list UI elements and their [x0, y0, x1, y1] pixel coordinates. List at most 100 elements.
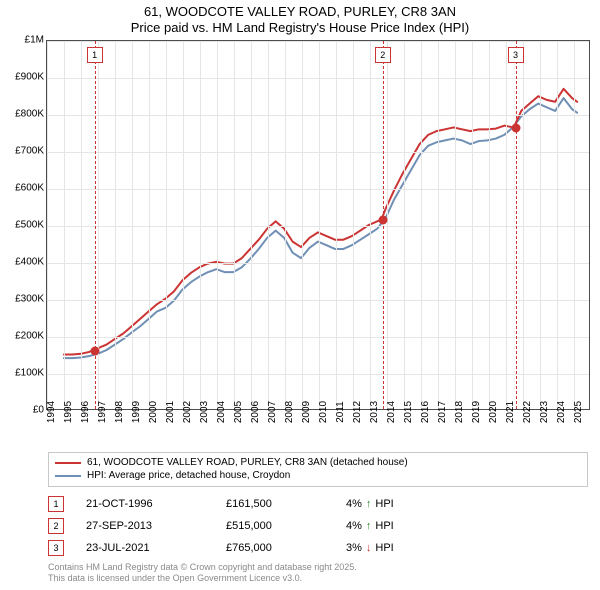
sales-row-price: £765,000	[226, 542, 346, 554]
sales-row-index: 3	[48, 540, 64, 556]
sales-row-index: 1	[48, 496, 64, 512]
sale-marker	[90, 347, 99, 356]
x-tick-label: 2005	[233, 401, 244, 423]
x-tick-label: 2000	[148, 401, 159, 423]
y-tick-label: £200K	[15, 331, 44, 342]
x-tick-label: 2003	[199, 401, 210, 423]
x-tick-label: 2024	[556, 401, 567, 423]
x-tick-label: 1998	[114, 401, 125, 423]
legend-item: HPI: Average price, detached house, Croy…	[55, 469, 581, 482]
arrow-down-icon: ↓	[366, 542, 372, 554]
x-tick-label: 2012	[352, 401, 363, 423]
x-tick-label: 2016	[420, 401, 431, 423]
x-axis: 1994199519961997199819992000200120022003…	[46, 410, 590, 450]
y-tick-label: £0	[33, 405, 44, 416]
x-tick-label: 2015	[403, 401, 414, 423]
gridline-v	[47, 41, 48, 409]
sales-row-date: 21-OCT-1996	[86, 498, 226, 510]
x-tick-label: 2008	[284, 401, 295, 423]
legend: 61, WOODCOTE VALLEY ROAD, PURLEY, CR8 3A…	[48, 452, 588, 487]
gridline-h	[47, 263, 589, 264]
gridline-h	[47, 152, 589, 153]
x-tick-label: 1996	[80, 401, 91, 423]
gridline-v	[336, 41, 337, 409]
gridline-v	[574, 41, 575, 409]
gridline-v	[81, 41, 82, 409]
x-tick-label: 2009	[301, 401, 312, 423]
y-tick-label: £600K	[15, 183, 44, 194]
x-tick-label: 1994	[46, 401, 57, 423]
gridline-v	[200, 41, 201, 409]
gridline-v	[115, 41, 116, 409]
gridline-h	[47, 300, 589, 301]
gridline-v	[387, 41, 388, 409]
y-tick-label: £500K	[15, 220, 44, 231]
y-tick-label: £800K	[15, 109, 44, 120]
gridline-v	[353, 41, 354, 409]
sale-event-badge: 2	[375, 47, 391, 63]
sale-event-line	[516, 41, 517, 409]
sales-row-price: £515,000	[226, 520, 346, 532]
x-tick-label: 2002	[182, 401, 193, 423]
sales-row-pct: 4%↑HPI	[346, 520, 406, 532]
gridline-v	[234, 41, 235, 409]
sales-row-suffix: HPI	[375, 520, 393, 532]
x-tick-label: 2020	[488, 401, 499, 423]
series-line-price-paid	[64, 89, 577, 355]
gridline-v	[166, 41, 167, 409]
gridline-h	[47, 78, 589, 79]
x-tick-label: 2017	[437, 401, 448, 423]
x-tick-label: 2007	[267, 401, 278, 423]
x-tick-label: 2018	[454, 401, 465, 423]
x-tick-label: 2023	[539, 401, 550, 423]
legend-swatch	[55, 462, 81, 464]
gridline-v	[251, 41, 252, 409]
sales-row-date: 23-JUL-2021	[86, 542, 226, 554]
gridline-v	[506, 41, 507, 409]
sales-row-price: £161,500	[226, 498, 346, 510]
sales-row-pct: 3%↓HPI	[346, 542, 406, 554]
sale-marker	[378, 216, 387, 225]
legend-swatch	[55, 475, 81, 477]
legend-label: 61, WOODCOTE VALLEY ROAD, PURLEY, CR8 3A…	[87, 457, 408, 468]
gridline-v	[149, 41, 150, 409]
chart: £0 £100K £200K £300K £400K £500K £600K £700K £80…	[0, 40, 600, 450]
gridline-v	[268, 41, 269, 409]
gridline-v	[489, 41, 490, 409]
gridline-v	[302, 41, 303, 409]
gridline-v	[217, 41, 218, 409]
gridline-v	[557, 41, 558, 409]
title-line-1: 61, WOODCOTE VALLEY ROAD, PURLEY, CR8 3A…	[0, 4, 600, 20]
x-tick-label: 1997	[97, 401, 108, 423]
y-axis: £0£100K£200K£300K£400K£500K£600K£700K£80…	[0, 40, 46, 410]
sale-event-badge: 3	[508, 47, 524, 63]
x-tick-label: 2013	[369, 401, 380, 423]
x-tick-label: 2006	[250, 401, 261, 423]
gridline-v	[438, 41, 439, 409]
x-tick-label: 2021	[505, 401, 516, 423]
sales-row-date: 27-SEP-2013	[86, 520, 226, 532]
x-tick-label: 2004	[216, 401, 227, 423]
legend-label: HPI: Average price, detached house, Croy…	[87, 470, 290, 481]
sale-event-line	[383, 41, 384, 409]
sales-row-index: 2	[48, 518, 64, 534]
y-tick-label: £900K	[15, 72, 44, 83]
legend-item: 61, WOODCOTE VALLEY ROAD, PURLEY, CR8 3A…	[55, 456, 581, 469]
sales-row: 2 27-SEP-2013£515,0004%↑HPI	[48, 515, 588, 537]
y-tick-label: £400K	[15, 257, 44, 268]
y-tick-label: £700K	[15, 146, 44, 157]
gridline-h	[47, 226, 589, 227]
gridline-v	[64, 41, 65, 409]
arrow-up-icon: ↑	[366, 520, 372, 532]
gridline-h	[47, 374, 589, 375]
y-tick-label: £300K	[15, 294, 44, 305]
x-tick-label: 2022	[522, 401, 533, 423]
sales-row-pct: 4%↑HPI	[346, 498, 406, 510]
series-svg	[47, 41, 589, 409]
y-tick-label: £100K	[15, 368, 44, 379]
sales-row: 3 23-JUL-2021£765,0003%↓HPI	[48, 537, 588, 559]
gridline-v	[319, 41, 320, 409]
gridline-v	[183, 41, 184, 409]
gridline-v	[421, 41, 422, 409]
gridline-v	[285, 41, 286, 409]
